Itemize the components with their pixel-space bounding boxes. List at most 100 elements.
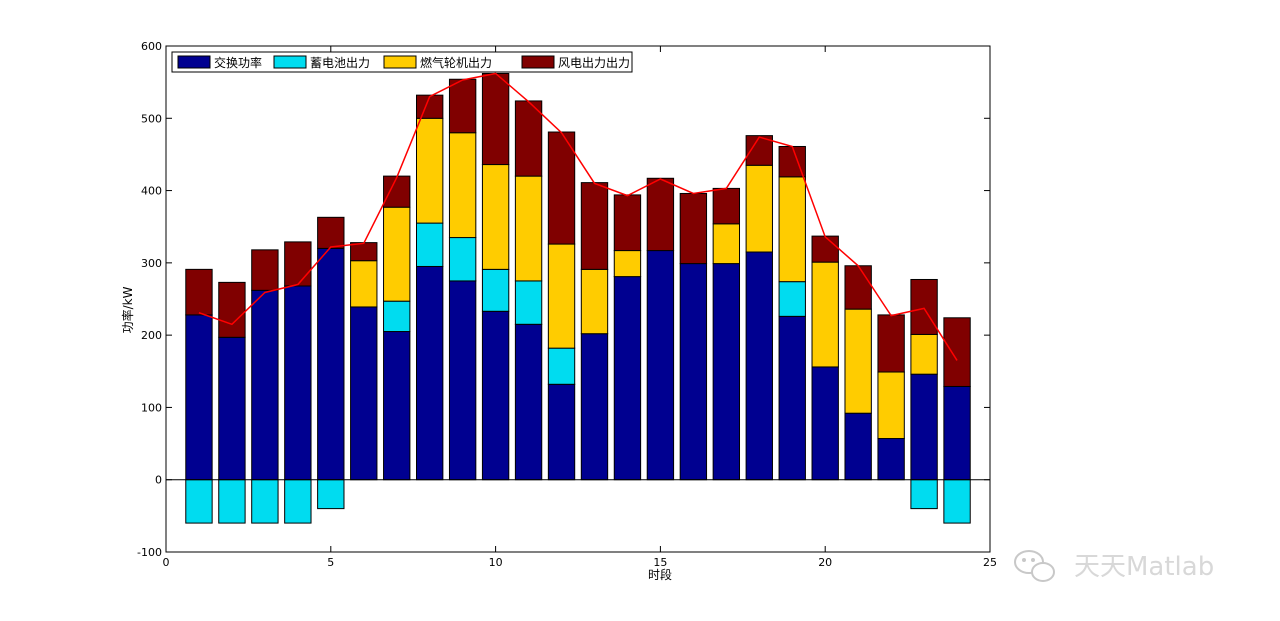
bar-segment-s1-t20 bbox=[811, 366, 839, 481]
plot-frame bbox=[165, 45, 991, 553]
bar-segment-s2-t5 bbox=[317, 479, 345, 510]
bar-segment-s1-t10 bbox=[481, 310, 510, 481]
x-tick-label: 0 bbox=[163, 556, 170, 569]
bar-segment-s1-t1 bbox=[185, 314, 213, 481]
legend-swatch-4 bbox=[521, 55, 555, 69]
bar-segment-s4-t20 bbox=[811, 235, 839, 263]
bar-segment-s3-t22 bbox=[877, 371, 905, 440]
bar-segment-s3-t9 bbox=[448, 132, 477, 239]
watermark-text: 天天Matlab bbox=[1074, 552, 1214, 582]
x-tick-label: 15 bbox=[653, 556, 667, 569]
bar-segment-s4-t7 bbox=[383, 175, 411, 208]
y-tick-label: 100 bbox=[141, 401, 162, 414]
bar-segment-s4-t12 bbox=[547, 131, 576, 245]
legend-label-2: 蓄电池出力 bbox=[310, 56, 370, 70]
legend-label-3: 燃气轮机出力 bbox=[420, 55, 492, 70]
bar-segment-s3-t14 bbox=[613, 250, 642, 278]
x-tick-label: 20 bbox=[818, 556, 832, 569]
bar-segment-s4-t2 bbox=[218, 281, 246, 338]
x-axis-label: 时段 bbox=[648, 567, 672, 582]
bar-segment-s1-t5 bbox=[317, 247, 345, 481]
bar-segment-s4-t8 bbox=[416, 94, 444, 119]
x-tick-label: 5 bbox=[327, 556, 334, 569]
bars-layer bbox=[185, 72, 971, 524]
bar-segment-s3-t13 bbox=[580, 268, 609, 335]
legend-label-1: 交换功率 bbox=[214, 55, 262, 70]
bar-segment-s4-t11 bbox=[514, 100, 543, 177]
bar-segment-s4-t17 bbox=[712, 187, 741, 225]
bar-segment-s1-t12 bbox=[547, 383, 576, 481]
wechat-icon bbox=[1014, 550, 1055, 582]
bar-segment-s1-t18 bbox=[745, 251, 773, 481]
bar-segment-s1-t17 bbox=[712, 263, 741, 481]
bar-segment-s3-t11 bbox=[514, 175, 543, 282]
bar-segment-s3-t20 bbox=[811, 261, 839, 368]
bar-segment-s1-t24 bbox=[943, 385, 971, 481]
bar-segment-s2-t4 bbox=[284, 479, 312, 524]
bar-segment-s3-t10 bbox=[481, 164, 510, 270]
bar-segment-s4-t16 bbox=[679, 192, 708, 265]
bar-segment-s1-t2 bbox=[218, 336, 246, 481]
bar-segment-s2-t1 bbox=[185, 479, 213, 524]
bar-segment-s3-t8 bbox=[416, 117, 444, 224]
bar-segment-s4-t14 bbox=[613, 194, 642, 252]
y-tick-label: 400 bbox=[141, 185, 162, 198]
bar-segment-s4-t10 bbox=[481, 72, 510, 166]
bar-segment-s2-t2 bbox=[218, 479, 246, 524]
bar-segment-s4-t9 bbox=[448, 78, 477, 134]
bar-segment-s3-t18 bbox=[745, 164, 773, 253]
legend-label-4: 风电出力出力 bbox=[558, 56, 630, 70]
bar-segment-s2-t7 bbox=[383, 300, 411, 333]
bar-segment-s1-t3 bbox=[251, 289, 279, 481]
y-tick-label: -100 bbox=[137, 546, 162, 559]
load-line bbox=[198, 72, 958, 361]
bar-segment-s2-t24 bbox=[943, 479, 971, 524]
y-tick-label: 200 bbox=[141, 329, 162, 342]
bar-segment-s1-t16 bbox=[679, 263, 708, 481]
bar-segment-s4-t24 bbox=[943, 317, 971, 387]
bar-segment-s4-t5 bbox=[317, 216, 345, 249]
bar-segment-s1-t8 bbox=[416, 265, 444, 481]
bar-segment-s3-t23 bbox=[910, 333, 938, 375]
bar-segment-s1-t14 bbox=[613, 276, 642, 481]
bar-segment-s1-t6 bbox=[350, 306, 378, 481]
bar-segment-s3-t21 bbox=[844, 308, 872, 414]
bar-segment-s2-t23 bbox=[910, 479, 938, 510]
bar-segment-s3-t12 bbox=[547, 243, 576, 349]
bar-segment-s1-t4 bbox=[284, 285, 312, 481]
bar-segment-s1-t19 bbox=[778, 315, 806, 481]
bar-segment-s2-t3 bbox=[251, 479, 279, 524]
bar-segment-s1-t22 bbox=[877, 438, 905, 481]
legend-swatch-1 bbox=[177, 55, 211, 69]
bar-segment-s4-t22 bbox=[877, 314, 905, 373]
legend-swatch-2 bbox=[273, 55, 307, 69]
x-tick-label: 25 bbox=[983, 556, 997, 569]
bar-segment-s4-t13 bbox=[580, 182, 609, 270]
bar-segment-s4-t6 bbox=[350, 242, 378, 262]
bar-segment-s4-t21 bbox=[844, 265, 872, 310]
bar-segment-s1-t23 bbox=[910, 373, 938, 481]
bar-segment-s4-t3 bbox=[251, 249, 279, 291]
legend: 交换功率 蓄电池出力 燃气轮机出力 风电出力出力 bbox=[171, 51, 633, 73]
bar-segment-s2-t10 bbox=[481, 268, 510, 312]
bar-segment-s1-t15 bbox=[646, 250, 675, 481]
bar-segment-s3-t19 bbox=[778, 176, 806, 283]
bar-segment-s2-t12 bbox=[547, 347, 576, 385]
bar-segment-s1-t21 bbox=[844, 412, 872, 481]
bar-segment-s1-t11 bbox=[514, 323, 543, 481]
bar-segment-s1-t7 bbox=[383, 331, 411, 481]
bar-segment-s1-t9 bbox=[448, 280, 477, 481]
bar-segment-s3-t17 bbox=[712, 223, 741, 265]
bar-segment-s4-t1 bbox=[185, 268, 213, 316]
bar-segment-s2-t19 bbox=[778, 281, 806, 317]
y-axis-label: 功率/kW bbox=[120, 286, 135, 333]
legend-swatch-3 bbox=[383, 55, 417, 69]
bar-segment-s2-t9 bbox=[448, 237, 477, 282]
bar-segment-s4-t4 bbox=[284, 241, 312, 287]
bar-segment-s3-t7 bbox=[383, 206, 411, 302]
bar-segment-s4-t15 bbox=[646, 177, 675, 252]
bar-segment-s1-t13 bbox=[580, 333, 609, 481]
y-tick-label: 0 bbox=[155, 474, 162, 487]
